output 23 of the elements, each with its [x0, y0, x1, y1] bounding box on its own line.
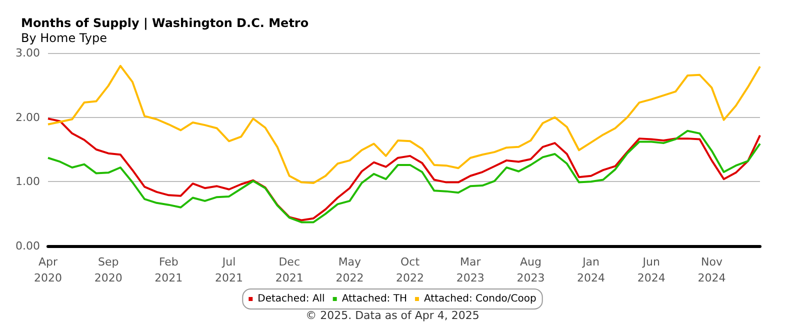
chart-title: Months of Supply | Washington D.C. Metro	[21, 16, 309, 30]
x-tick-label: Mar 2023	[456, 256, 484, 284]
legend-label: Detached: All	[258, 294, 325, 304]
x-tick-label: Dec 2021	[275, 256, 304, 284]
y-tick-label: 1.00	[16, 175, 40, 188]
y-tick-label: 3.00	[16, 46, 40, 60]
line-series	[47, 64, 761, 184]
x-tick-label: Aug 2023	[516, 256, 545, 284]
y-tick-label: 2.00	[16, 110, 40, 124]
x-tick-label: Jun 2024	[637, 256, 666, 284]
x-tick-label: Oct 2022	[396, 256, 424, 284]
x-tick-label: Sep 2020	[94, 256, 122, 284]
x-tick-label: Jan 2024	[577, 256, 606, 284]
chart-subtitle: By Home Type	[21, 31, 107, 45]
y-tick-label: 0.00	[16, 240, 40, 252]
x-tick-label: Nov 2024	[698, 256, 726, 284]
x-tick-label: Jul 2021	[215, 256, 244, 284]
x-tick-label: Feb 2021	[154, 256, 183, 284]
legend-label: Attached: TH	[342, 294, 407, 304]
x-tick-label: Apr 2020	[34, 256, 62, 284]
text: © 2025. Data as of Apr 4, 2025	[306, 309, 480, 322]
legend-label: Attached: Condo/Coop	[424, 294, 536, 304]
x-tick-label: May 2022	[336, 256, 364, 284]
